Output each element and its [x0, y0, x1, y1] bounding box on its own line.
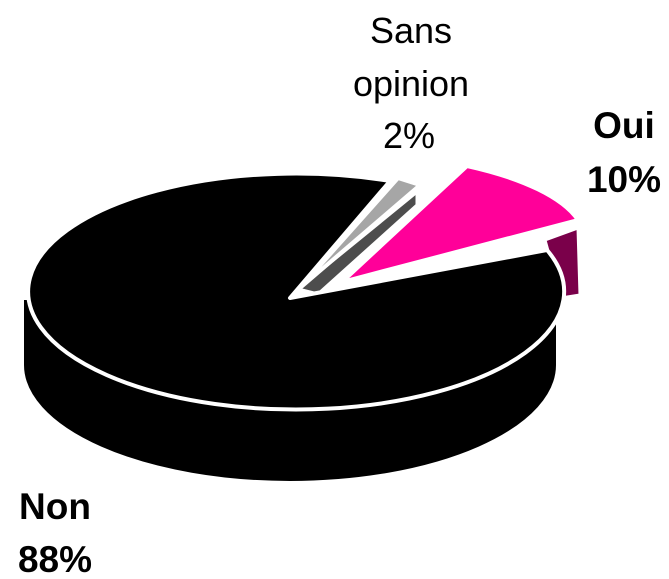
slice-value-sans-opinion: 2% [383, 115, 435, 156]
pie-slice-non [26, 171, 567, 412]
slice-label-sans-opinion-line1: Sans [370, 10, 452, 51]
slice-label-oui: Oui [593, 105, 655, 146]
pie-slice-sans-opinion [298, 176, 422, 290]
pie-slice-oui [340, 164, 580, 284]
slice-value-non: 88% [18, 539, 92, 579]
slice-label-sans-opinion-line2: opinion [353, 63, 469, 104]
slice-value-oui: 10% [587, 159, 661, 200]
slice-label-non: Non [19, 486, 91, 527]
